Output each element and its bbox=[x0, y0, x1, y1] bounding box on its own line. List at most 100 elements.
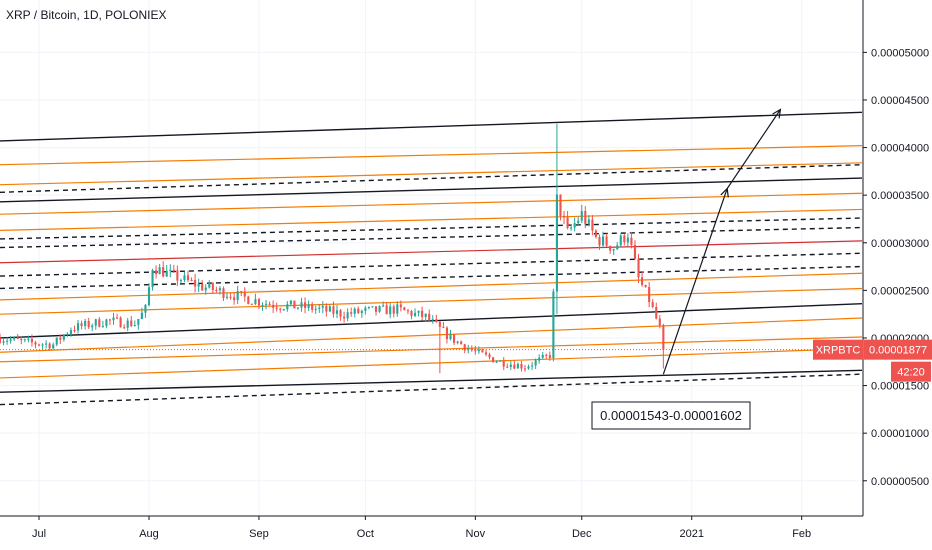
candle[interactable] bbox=[456, 340, 459, 345]
candle[interactable] bbox=[16, 334, 19, 340]
trend-line[interactable] bbox=[0, 252, 863, 277]
candle[interactable] bbox=[218, 286, 221, 295]
candle[interactable] bbox=[655, 302, 658, 320]
candle[interactable] bbox=[76, 320, 80, 334]
candle[interactable] bbox=[570, 224, 573, 231]
candle[interactable] bbox=[282, 308, 285, 311]
candle[interactable] bbox=[328, 304, 331, 312]
candle[interactable] bbox=[261, 302, 264, 311]
candle[interactable] bbox=[435, 314, 438, 323]
candle[interactable] bbox=[495, 360, 498, 364]
candle[interactable] bbox=[492, 357, 495, 363]
candle[interactable] bbox=[13, 336, 16, 342]
candle[interactable] bbox=[179, 278, 182, 284]
candle[interactable] bbox=[45, 340, 48, 349]
candle[interactable] bbox=[48, 342, 51, 351]
candle[interactable] bbox=[62, 333, 65, 342]
candle[interactable] bbox=[452, 334, 456, 346]
candle[interactable] bbox=[286, 301, 289, 312]
price-axis[interactable]: 0.000005000.000010000.000015000.00002000… bbox=[862, 0, 932, 550]
candle[interactable] bbox=[488, 352, 491, 360]
trend-line[interactable] bbox=[0, 336, 863, 363]
trend-line[interactable] bbox=[0, 177, 863, 203]
candle[interactable] bbox=[311, 301, 314, 313]
candle[interactable] bbox=[250, 303, 253, 305]
candle[interactable] bbox=[69, 327, 73, 337]
candle[interactable] bbox=[112, 312, 115, 325]
candle[interactable] bbox=[591, 215, 594, 236]
candle[interactable] bbox=[27, 335, 30, 343]
candle[interactable] bbox=[133, 320, 136, 327]
trend-line[interactable] bbox=[0, 302, 863, 339]
candle[interactable] bbox=[162, 261, 165, 278]
candle[interactable] bbox=[272, 300, 275, 314]
candle[interactable] bbox=[385, 301, 388, 315]
candle[interactable] bbox=[552, 288, 555, 362]
candle[interactable] bbox=[357, 306, 360, 314]
trend-line[interactable] bbox=[0, 272, 863, 301]
candle[interactable] bbox=[300, 297, 303, 312]
candle[interactable] bbox=[371, 306, 374, 308]
candle[interactable] bbox=[318, 304, 321, 313]
candle[interactable] bbox=[477, 346, 480, 354]
candle[interactable] bbox=[417, 310, 420, 317]
candle[interactable] bbox=[619, 233, 622, 248]
candle[interactable] bbox=[630, 231, 633, 249]
candle[interactable] bbox=[41, 343, 44, 350]
candle[interactable] bbox=[169, 264, 172, 278]
candle[interactable] bbox=[204, 284, 207, 295]
trend-line[interactable] bbox=[0, 347, 863, 379]
candle[interactable] bbox=[474, 345, 477, 355]
candle[interactable] bbox=[548, 351, 551, 361]
candle[interactable] bbox=[208, 280, 211, 289]
candle[interactable] bbox=[516, 362, 519, 369]
candle[interactable] bbox=[264, 300, 268, 310]
candle[interactable] bbox=[520, 360, 523, 372]
candle[interactable] bbox=[594, 229, 598, 239]
trend-line[interactable] bbox=[0, 192, 863, 215]
candle[interactable] bbox=[176, 265, 179, 286]
candle[interactable] bbox=[413, 308, 417, 318]
candle[interactable] bbox=[119, 316, 122, 328]
candle[interactable] bbox=[527, 364, 530, 370]
trend-line[interactable] bbox=[0, 317, 863, 353]
candle[interactable] bbox=[598, 234, 601, 250]
candle[interactable] bbox=[467, 344, 470, 354]
candle[interactable] bbox=[123, 324, 126, 329]
candle[interactable] bbox=[651, 298, 654, 309]
candle[interactable] bbox=[350, 307, 353, 317]
candle[interactable] bbox=[59, 334, 62, 345]
trend-line[interactable] bbox=[0, 208, 863, 231]
candle[interactable] bbox=[403, 306, 406, 311]
candle[interactable] bbox=[499, 360, 502, 362]
candle[interactable] bbox=[80, 320, 83, 330]
candle[interactable] bbox=[633, 240, 637, 260]
candle[interactable] bbox=[9, 336, 12, 344]
candle[interactable] bbox=[424, 313, 427, 322]
candle[interactable] bbox=[396, 301, 399, 317]
candle[interactable] bbox=[194, 273, 197, 293]
candle[interactable] bbox=[442, 321, 445, 328]
candle[interactable] bbox=[367, 306, 370, 310]
candle[interactable] bbox=[470, 345, 473, 352]
candle[interactable] bbox=[580, 204, 583, 224]
candle[interactable] bbox=[73, 325, 76, 333]
candle[interactable] bbox=[502, 357, 505, 371]
trend-line[interactable] bbox=[0, 145, 863, 166]
candle[interactable] bbox=[389, 303, 392, 319]
candle[interactable] bbox=[399, 300, 402, 312]
candle[interactable] bbox=[215, 286, 218, 294]
candle[interactable] bbox=[623, 234, 626, 246]
candle[interactable] bbox=[243, 287, 246, 302]
candle[interactable] bbox=[105, 318, 108, 329]
candle[interactable] bbox=[279, 307, 282, 313]
candle[interactable] bbox=[183, 271, 186, 283]
candle[interactable] bbox=[87, 317, 90, 329]
candle[interactable] bbox=[506, 363, 509, 369]
candle[interactable] bbox=[534, 358, 537, 370]
candle[interactable] bbox=[545, 353, 548, 359]
trend-line[interactable] bbox=[0, 217, 863, 240]
candle[interactable] bbox=[513, 360, 516, 370]
candle[interactable] bbox=[626, 233, 629, 247]
candle[interactable] bbox=[233, 292, 236, 305]
